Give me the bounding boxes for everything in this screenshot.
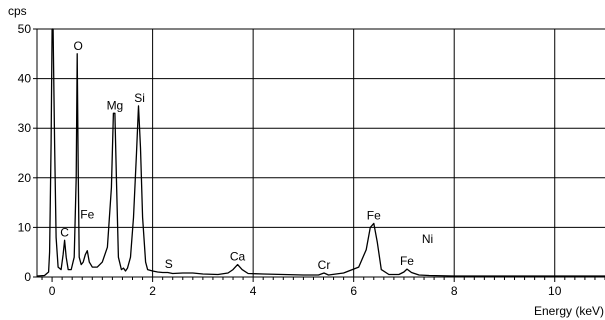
x-tick-label: 4 <box>250 284 257 298</box>
x-tick-label: 6 <box>350 284 357 298</box>
y-tick-label: 30 <box>18 121 32 135</box>
grid-lines <box>37 28 605 277</box>
peak-label-mg: Mg <box>107 98 124 112</box>
y-tick-label: 10 <box>18 220 32 234</box>
x-tick-label: 2 <box>149 284 156 298</box>
y-tick-label: 20 <box>18 171 32 185</box>
peak-annotations: O Mg Si C Fe S Ca Cr Fe Ni Fe <box>60 39 433 272</box>
x-axis-label: Energy (keV) <box>534 304 604 318</box>
peak-label-fe: Fe <box>400 254 414 268</box>
y-tick-label: 0 <box>24 270 31 284</box>
peak-label-fe: Fe <box>80 207 94 221</box>
y-tick-label: 50 <box>18 22 32 36</box>
x-axis-ticks: 0 2 4 6 8 10 <box>41 277 605 298</box>
peak-label-c: C <box>60 225 69 239</box>
spectrum-series-line <box>36 28 605 277</box>
y-tick-label: 40 <box>18 72 32 86</box>
peak-label-cr: Cr <box>318 258 331 272</box>
peak-label-ni: Ni <box>422 232 433 246</box>
peak-label-s: S <box>165 257 173 271</box>
y-axis-ticks: 0 10 20 30 40 50 <box>18 22 37 284</box>
peak-label-si: Si <box>134 91 145 105</box>
x-tick-label: 10 <box>548 284 562 298</box>
y-axis-label: cps <box>8 4 27 18</box>
peak-label-fe: Fe <box>367 208 381 222</box>
axes <box>36 29 605 278</box>
x-tick-label: 8 <box>451 284 458 298</box>
peak-label-ca: Ca <box>230 250 246 264</box>
x-tick-label: 0 <box>49 284 56 298</box>
peak-label-o: O <box>74 39 83 53</box>
